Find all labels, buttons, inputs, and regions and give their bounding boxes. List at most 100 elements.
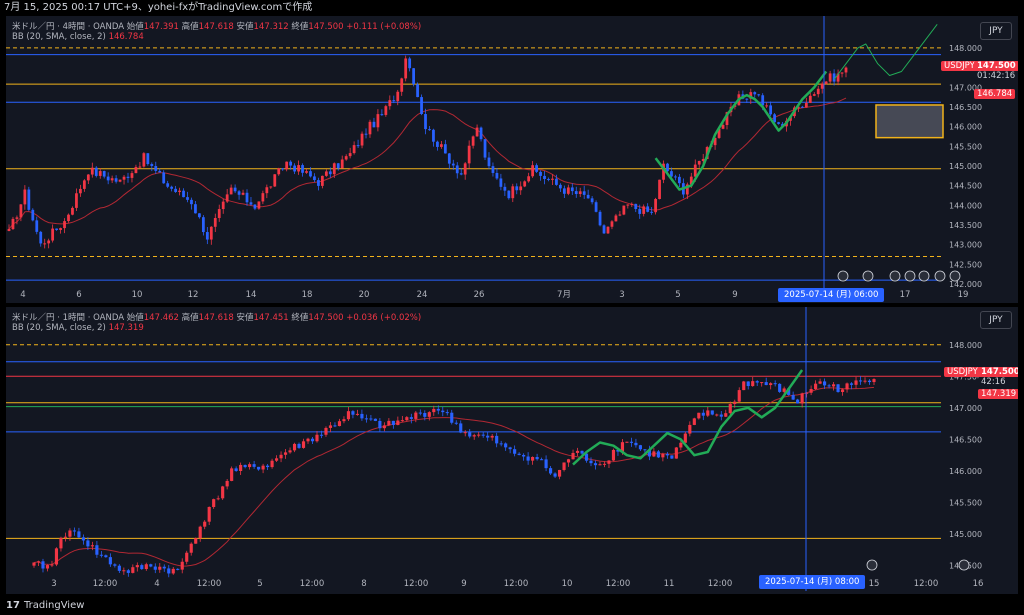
chart-panel-4h[interactable]: 148.000 147.000 146.500 146.000 145.500 145.0… (6, 16, 1018, 303)
candle-body (106, 176, 110, 181)
candle-body (239, 464, 243, 472)
candle-body (205, 232, 209, 240)
candle-body (755, 381, 759, 383)
candle-body (216, 498, 220, 500)
candle-body (423, 413, 427, 417)
candle-body (491, 166, 495, 173)
timer-tag-1h: 42:16 (978, 377, 1009, 387)
candle-body (324, 427, 328, 435)
candle-body (566, 459, 571, 463)
candle-body (571, 452, 575, 460)
candle-body (654, 199, 657, 213)
legend-low: 147.312 (253, 22, 289, 32)
price-tick-10: 142.500 (949, 260, 982, 269)
chart-panel-1h[interactable]: 148.000 147.500 147.000 146.500 146.000 145.5… (6, 307, 1018, 594)
candle-body (277, 168, 281, 175)
candle-body (225, 194, 229, 202)
candle-body (459, 173, 463, 175)
candle-body (317, 180, 320, 186)
candle-body (844, 67, 848, 73)
price-tick-3: 146.000 (949, 123, 982, 132)
candle-body (126, 176, 130, 178)
candle-body (797, 106, 800, 108)
candle-body (447, 153, 451, 164)
candle-body (454, 422, 458, 424)
candle-body (7, 229, 11, 231)
legend-indicator-4h[interactable]: BB (20, SMA, close, 2) 146.784 (12, 32, 144, 42)
candle-body (194, 538, 198, 544)
candle-body (288, 450, 292, 453)
symbol-tag-4h: USDJPY (941, 61, 978, 71)
candle-body (360, 413, 364, 419)
candle-body (584, 453, 589, 461)
candle-body (610, 221, 614, 227)
candle-body (86, 540, 90, 547)
candle-body (580, 450, 584, 454)
candle-body (535, 165, 538, 172)
candle-body (625, 441, 629, 443)
currency-button-4h[interactable]: JPY (980, 22, 1012, 40)
candle-body (824, 81, 828, 84)
candle-body (158, 566, 162, 570)
legend-low-label: 安値 (236, 313, 254, 323)
candle-body (566, 187, 570, 194)
candle-body (63, 536, 68, 538)
candle-body (229, 187, 233, 195)
legend-indicator-1h[interactable]: BB (20, SMA, close, 2) 147.319 (12, 323, 144, 333)
candle-body (471, 136, 475, 146)
candle-body (47, 240, 51, 244)
candle-body (760, 382, 764, 384)
chart-header: 7月 15, 2025 00:17 UTC+9、yohei-fxがTrading… (0, 0, 1024, 16)
candle-body (207, 506, 211, 522)
candle-body (416, 84, 419, 98)
candle-body (142, 153, 146, 167)
candle-body (237, 191, 241, 195)
legend-open: 147.391 (143, 22, 179, 32)
candle-body (387, 420, 391, 426)
candle-body (249, 202, 253, 205)
candle-body (153, 566, 157, 570)
candle-body (396, 420, 400, 425)
chart-canvas-1h[interactable]: 148.000 147.500 147.000 146.500 146.000 145.5… (6, 307, 1018, 594)
candle-body (332, 163, 336, 175)
candle-body (348, 153, 352, 157)
candle-body (816, 88, 820, 95)
candle-body (840, 72, 844, 74)
candle-body (589, 460, 593, 464)
price-tick-0: 148.000 (949, 44, 982, 53)
candle-body (642, 206, 646, 214)
candle-body (490, 435, 494, 438)
candle-body (614, 215, 618, 222)
candle-body (685, 184, 689, 195)
candle-body (544, 459, 548, 469)
candle-body (570, 187, 574, 192)
candle-body (241, 192, 245, 195)
candle-body (701, 159, 705, 161)
candle-body (688, 424, 692, 434)
chart-canvas-4h[interactable]: 148.000 147.000 146.500 146.000 145.500 145.0… (6, 16, 1018, 303)
time-tick-5: 18 (302, 290, 313, 300)
candle-body (364, 418, 368, 420)
candle-body (463, 432, 467, 434)
candle-body (51, 228, 55, 241)
candle-body (765, 105, 769, 107)
legend-ohlc-1h: 米ドル／円 · 1時間 · OANDA 始値147.462 高値147.618 … (12, 311, 421, 323)
currency-button-1h[interactable]: JPY (980, 311, 1012, 329)
candle-body (787, 388, 791, 395)
candle-body (253, 204, 257, 209)
candle-body (261, 465, 265, 470)
candle-body (198, 213, 201, 218)
candle-body (507, 190, 511, 199)
candle-body (41, 561, 45, 569)
candle-body (201, 217, 205, 233)
candle-body (555, 178, 558, 185)
legend-close-label: 終値 (291, 313, 309, 323)
candle-body (725, 112, 729, 126)
candle-body (812, 94, 816, 96)
time-tick-3: 12 (188, 290, 199, 300)
candle-body (388, 100, 392, 107)
candle-body (710, 410, 714, 415)
candle-body (67, 214, 70, 222)
time-tick-10: 3 (619, 290, 624, 300)
tradingview-logo-icon: 17 (6, 600, 20, 611)
